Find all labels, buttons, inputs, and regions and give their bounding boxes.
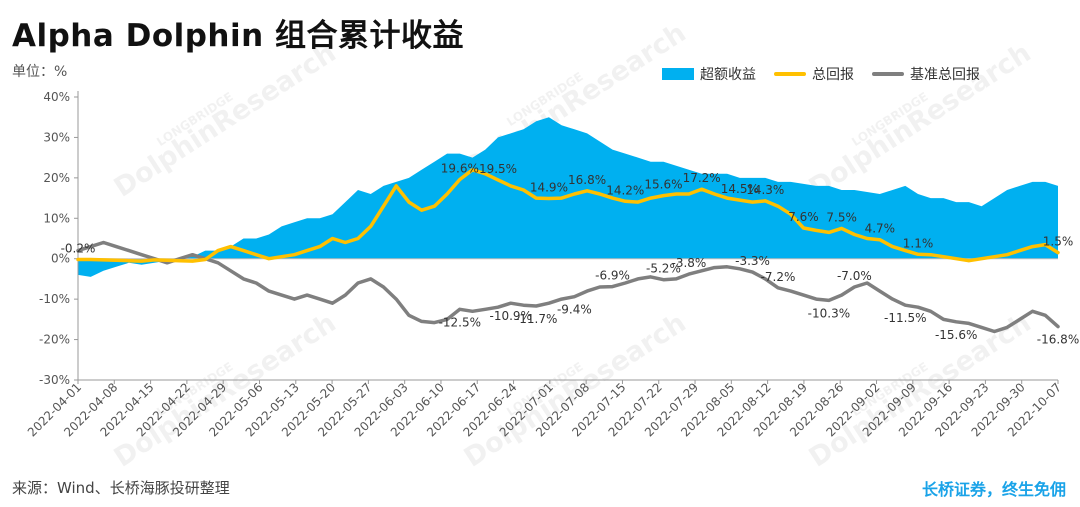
benchmark-data-label: -9.4% <box>557 303 592 317</box>
y-unit-label: 单位：% <box>12 64 68 80</box>
benchmark-data-label: -16.8% <box>1037 333 1079 347</box>
benchmark-data-label: -3.8% <box>671 256 706 270</box>
watermark-main-text: DolphinResearch <box>804 37 1037 203</box>
y-tick-label: 0% <box>51 252 70 266</box>
y-tick-label: 20% <box>43 171 70 185</box>
total-data-label: 4.7% <box>865 222 896 236</box>
benchmark-return-line <box>76 240 1060 334</box>
benchmark-data-label: -5.2% <box>646 262 681 276</box>
legend: 超额收益 总回报 基准总回报 <box>662 64 998 84</box>
benchmark-data-label: -10.9% <box>490 309 532 323</box>
chart-title: Alpha Dolphin 组合累计收益 <box>12 18 464 54</box>
benchmark-data-label: -7.2% <box>761 270 796 284</box>
y-tick-label: -20% <box>39 333 70 347</box>
total-data-label: 14.5% <box>721 182 759 196</box>
benchmark-data-label: -11.5% <box>884 311 926 325</box>
slogan: 长桥证券，终生免佣 <box>921 480 1066 499</box>
legend-swatch-total <box>774 72 806 76</box>
legend-label-total: 总回报 <box>812 67 854 83</box>
y-tick-label: -30% <box>39 373 70 387</box>
y-tick-label: -10% <box>39 292 70 306</box>
legend-item-total: 总回报 <box>774 64 854 84</box>
benchmark-data-label: -6.9% <box>595 269 630 283</box>
total-data-label: 17.2% <box>683 171 721 185</box>
total-data-label: 14.9% <box>530 180 568 194</box>
watermark-main-text: DolphinResearch <box>109 37 342 203</box>
total-data-label: 14.3% <box>746 183 784 197</box>
benchmark-data-label: -7.0% <box>837 269 872 283</box>
benchmark-data-label: -15.6% <box>935 328 977 342</box>
total-data-label: 19.5% <box>479 162 517 176</box>
legend-label-benchmark: 基准总回报 <box>910 67 980 83</box>
data-label-layer: -0.2% 19.6% 19.5% 14.9%16.8%14.2% 15.6% 17.2%… <box>61 161 1080 346</box>
total-data-label: 19.6% <box>441 161 479 175</box>
line-layer <box>76 168 1060 334</box>
legend-label-excess: 超额收益 <box>700 67 756 83</box>
benchmark-data-label: -11.7% <box>515 312 557 326</box>
benchmark-data-label: -12.5% <box>439 315 481 329</box>
total-data-label: 7.5% <box>826 210 857 224</box>
y-tick-label: 10% <box>43 211 70 225</box>
legend-swatch-excess <box>662 68 694 80</box>
total-data-label: 1.5% <box>1043 235 1074 249</box>
total-data-label: 1.1% <box>903 236 934 250</box>
legend-swatch-benchmark <box>872 72 904 76</box>
total-data-label: 15.6% <box>644 178 682 192</box>
benchmark-data-label: -10.3% <box>808 306 850 320</box>
y-tick-label: 30% <box>43 130 70 144</box>
legend-item-benchmark: 基准总回报 <box>872 64 980 84</box>
legend-item-excess: 超额收益 <box>662 64 756 84</box>
total-data-label: -0.2% <box>61 242 96 256</box>
benchmark-data-label: -3.3% <box>735 254 770 268</box>
total-data-label: 16.8% <box>568 173 606 187</box>
total-return-line <box>76 168 1060 263</box>
total-data-label: 7.6% <box>788 210 819 224</box>
source-note: 来源：Wind、长桥海豚投研整理 <box>12 479 230 497</box>
total-data-label: 14.2% <box>606 183 644 197</box>
y-tick-label: 40% <box>43 90 70 104</box>
